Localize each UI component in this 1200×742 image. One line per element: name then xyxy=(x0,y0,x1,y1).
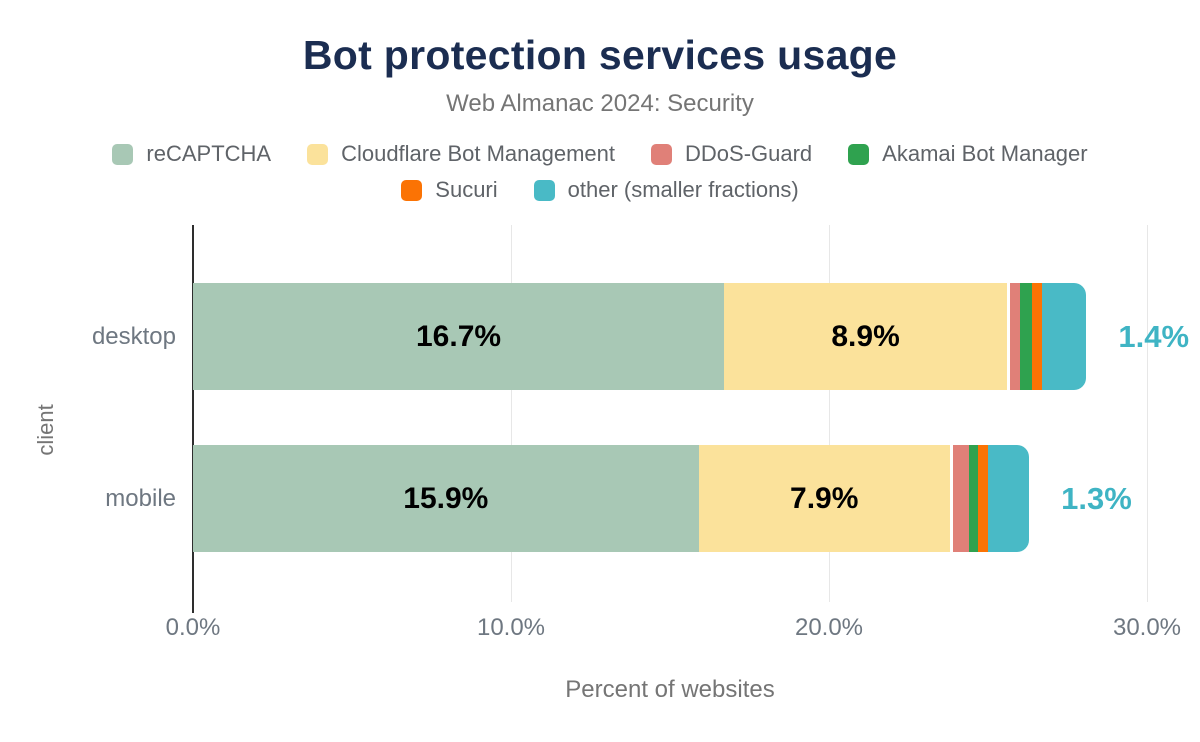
chart-title: Bot protection services usage xyxy=(302,32,898,78)
legend-label: Cloudflare Bot Management xyxy=(341,141,616,166)
bar-segment-other-smaller-fractions xyxy=(987,445,1030,552)
bar-outside-label: 1.3% xyxy=(1061,480,1132,516)
bar-segment-akamai-bot-manager xyxy=(1019,283,1033,390)
legend-item-cloudflare-bot-management: Cloudflare Bot Management xyxy=(307,141,615,167)
bar-value-label: 8.9% xyxy=(831,319,900,353)
legend: reCAPTCHA Cloudflare Bot Management DDoS-G… xyxy=(0,141,1200,203)
bar-segment-recaptcha: 15.9% xyxy=(193,445,699,552)
bar-segment-sucuri xyxy=(1032,283,1042,390)
bar-segment-ddos-guard xyxy=(952,445,969,552)
bar-segment-other-smaller-fractions xyxy=(1041,283,1087,390)
y-category-label-mobile: mobile xyxy=(105,484,176,512)
legend-label: Akamai Bot Manager xyxy=(882,141,1088,166)
gridline-10pct xyxy=(511,225,512,602)
bar-row-desktop: 16.7% 8.9% xyxy=(193,283,1087,390)
legend-label: reCAPTCHA xyxy=(146,141,272,166)
legend-label: Sucuri xyxy=(435,177,498,202)
gridline-20pct xyxy=(829,225,830,602)
bar-value-label: 15.9% xyxy=(403,481,489,515)
chart-subtitle: Web Almanac 2024: Security xyxy=(446,90,754,117)
bar-segment-recaptcha: 16.7% xyxy=(193,283,725,390)
legend-swatch-icon xyxy=(651,143,673,165)
legend-row: Sucuri other (smaller fractions) xyxy=(401,177,799,203)
bar-segment-ddos-guard xyxy=(1010,283,1020,390)
x-tick-label: 10.0% xyxy=(476,614,546,641)
y-axis-line xyxy=(192,225,194,613)
bar-segment-sucuri xyxy=(978,445,988,552)
legend-label: DDoS-Guard xyxy=(685,141,813,166)
bar-segment-cloudflare-bot-management: 8.9% xyxy=(724,283,1008,390)
legend-swatch-icon xyxy=(401,179,423,201)
bar-segment-akamai-bot-manager xyxy=(968,445,979,552)
x-tick-label: 30.0% xyxy=(1112,614,1182,641)
legend-item-other-smaller-fractions: other (smaller fractions) xyxy=(533,177,799,203)
legend-row: reCAPTCHA Cloudflare Bot Management DDoS-G… xyxy=(112,141,1088,167)
legend-swatch-icon xyxy=(307,143,329,165)
y-axis-title: client xyxy=(33,404,58,456)
y-category-label-desktop: desktop xyxy=(91,322,176,350)
bar-row-mobile: 15.9% 7.9% xyxy=(193,445,1030,552)
legend-swatch-icon xyxy=(533,179,555,201)
legend-swatch-icon xyxy=(112,143,134,165)
legend-item-sucuri: Sucuri xyxy=(401,177,498,203)
legend-item-akamai-bot-manager: Akamai Bot Manager xyxy=(848,141,1088,167)
bar-value-label: 7.9% xyxy=(790,481,859,515)
bar-outside-label: 1.4% xyxy=(1118,318,1190,354)
x-tick-label: 20.0% xyxy=(794,614,864,641)
bar-value-label: 16.7% xyxy=(415,319,502,353)
legend-label: other (smaller fractions) xyxy=(567,177,799,202)
gridline-30pct xyxy=(1147,225,1148,602)
x-tick-label: 0.0% xyxy=(165,614,221,641)
legend-item-ddos-guard: DDoS-Guard xyxy=(651,141,812,167)
bar-segment-cloudflare-bot-management: 7.9% xyxy=(698,445,950,552)
x-axis-title: Percent of websites xyxy=(565,676,775,703)
legend-swatch-icon xyxy=(848,143,870,165)
legend-item-recaptcha: reCAPTCHA xyxy=(112,141,271,167)
